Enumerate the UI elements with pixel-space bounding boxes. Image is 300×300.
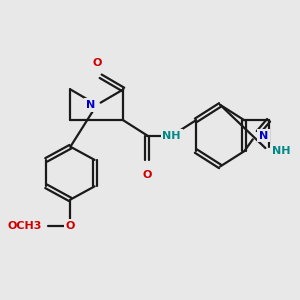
Text: O: O <box>92 58 101 68</box>
Text: NH: NH <box>272 146 290 156</box>
Text: NH: NH <box>163 131 181 141</box>
Text: N: N <box>86 100 95 110</box>
Text: N: N <box>259 131 268 141</box>
Text: OCH3: OCH3 <box>8 221 42 231</box>
Text: O: O <box>143 170 152 181</box>
Text: O: O <box>66 221 75 231</box>
